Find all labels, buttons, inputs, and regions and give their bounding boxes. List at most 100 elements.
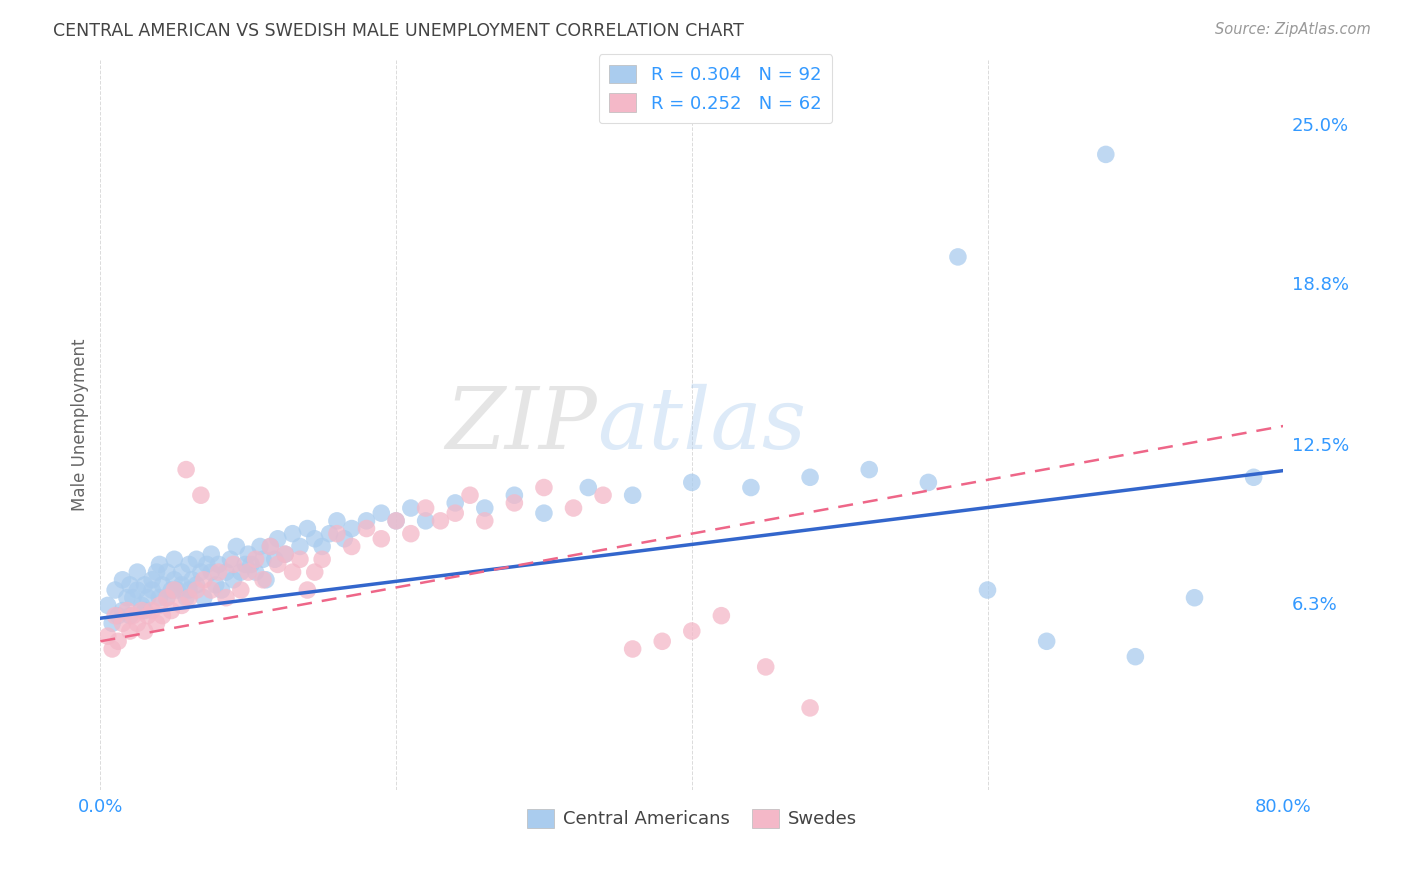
Point (385, 514, 408, 528)
Point (127, 616, 149, 631)
Text: ZIP: ZIP (446, 384, 598, 467)
Point (225, 540, 247, 554)
Point (177, 591, 200, 605)
Point (576, 481, 599, 495)
Point (174, 591, 197, 605)
Point (174, 462, 197, 476)
Point (399, 526, 422, 541)
Point (297, 582, 319, 597)
Point (249, 540, 271, 554)
Point (163, 573, 186, 587)
Point (177, 558, 200, 572)
Point (101, 616, 124, 631)
Point (118, 578, 141, 592)
Point (592, 488, 614, 502)
Point (160, 603, 183, 617)
Point (385, 514, 408, 528)
Point (1184, 591, 1206, 605)
Point (710, 608, 733, 623)
Point (186, 582, 208, 597)
Point (156, 565, 179, 579)
Point (240, 558, 263, 572)
Point (304, 565, 326, 579)
Point (163, 582, 186, 597)
Y-axis label: Male Unemployment: Male Unemployment (72, 338, 89, 511)
Point (104, 582, 127, 597)
Point (681, 475, 703, 490)
Point (111, 573, 134, 587)
Point (101, 642, 124, 657)
Point (621, 642, 644, 657)
Point (200, 565, 222, 579)
Point (370, 532, 392, 546)
Point (204, 578, 226, 592)
Point (245, 552, 267, 566)
Point (141, 603, 163, 617)
Point (562, 501, 585, 516)
Point (136, 591, 159, 605)
Point (145, 616, 167, 631)
Point (304, 532, 326, 546)
Point (267, 532, 290, 546)
Point (186, 578, 208, 592)
Point (111, 616, 134, 631)
Point (148, 558, 170, 572)
Point (755, 660, 778, 674)
Point (208, 558, 231, 572)
Point (740, 481, 762, 495)
Point (127, 582, 149, 597)
Point (156, 591, 179, 605)
Point (458, 488, 481, 502)
Point (356, 522, 378, 536)
Point (976, 582, 998, 597)
Point (1243, 470, 1265, 484)
Point (170, 599, 193, 613)
Point (200, 547, 222, 561)
Point (533, 481, 555, 495)
Point (152, 608, 174, 623)
Point (252, 573, 274, 587)
Point (222, 558, 245, 572)
Point (259, 540, 281, 554)
Point (263, 552, 285, 566)
Point (219, 552, 242, 566)
Point (917, 475, 939, 490)
Point (281, 526, 304, 541)
Point (274, 547, 297, 561)
Point (111, 603, 134, 617)
Point (429, 514, 451, 528)
Point (107, 608, 129, 623)
Point (208, 565, 231, 579)
Point (503, 496, 526, 510)
Point (190, 565, 212, 579)
Point (651, 634, 673, 648)
Point (136, 608, 159, 623)
Point (259, 540, 281, 554)
Point (621, 488, 644, 502)
Point (799, 701, 821, 715)
Point (200, 582, 222, 597)
Point (118, 624, 141, 638)
Point (415, 514, 437, 528)
Point (148, 599, 170, 613)
Point (193, 573, 215, 587)
Point (115, 591, 138, 605)
Point (288, 540, 311, 554)
Point (356, 514, 378, 528)
Point (211, 582, 233, 597)
Point (141, 573, 163, 587)
Point (190, 488, 212, 502)
Point (281, 565, 304, 579)
Point (170, 565, 193, 579)
Point (326, 514, 349, 528)
Point (134, 603, 156, 617)
Point (370, 506, 392, 520)
Point (122, 608, 145, 623)
Point (186, 552, 208, 566)
Point (799, 470, 821, 484)
Point (274, 547, 297, 561)
Point (267, 558, 290, 572)
Point (474, 501, 496, 516)
Point (166, 582, 188, 597)
Point (127, 565, 149, 579)
